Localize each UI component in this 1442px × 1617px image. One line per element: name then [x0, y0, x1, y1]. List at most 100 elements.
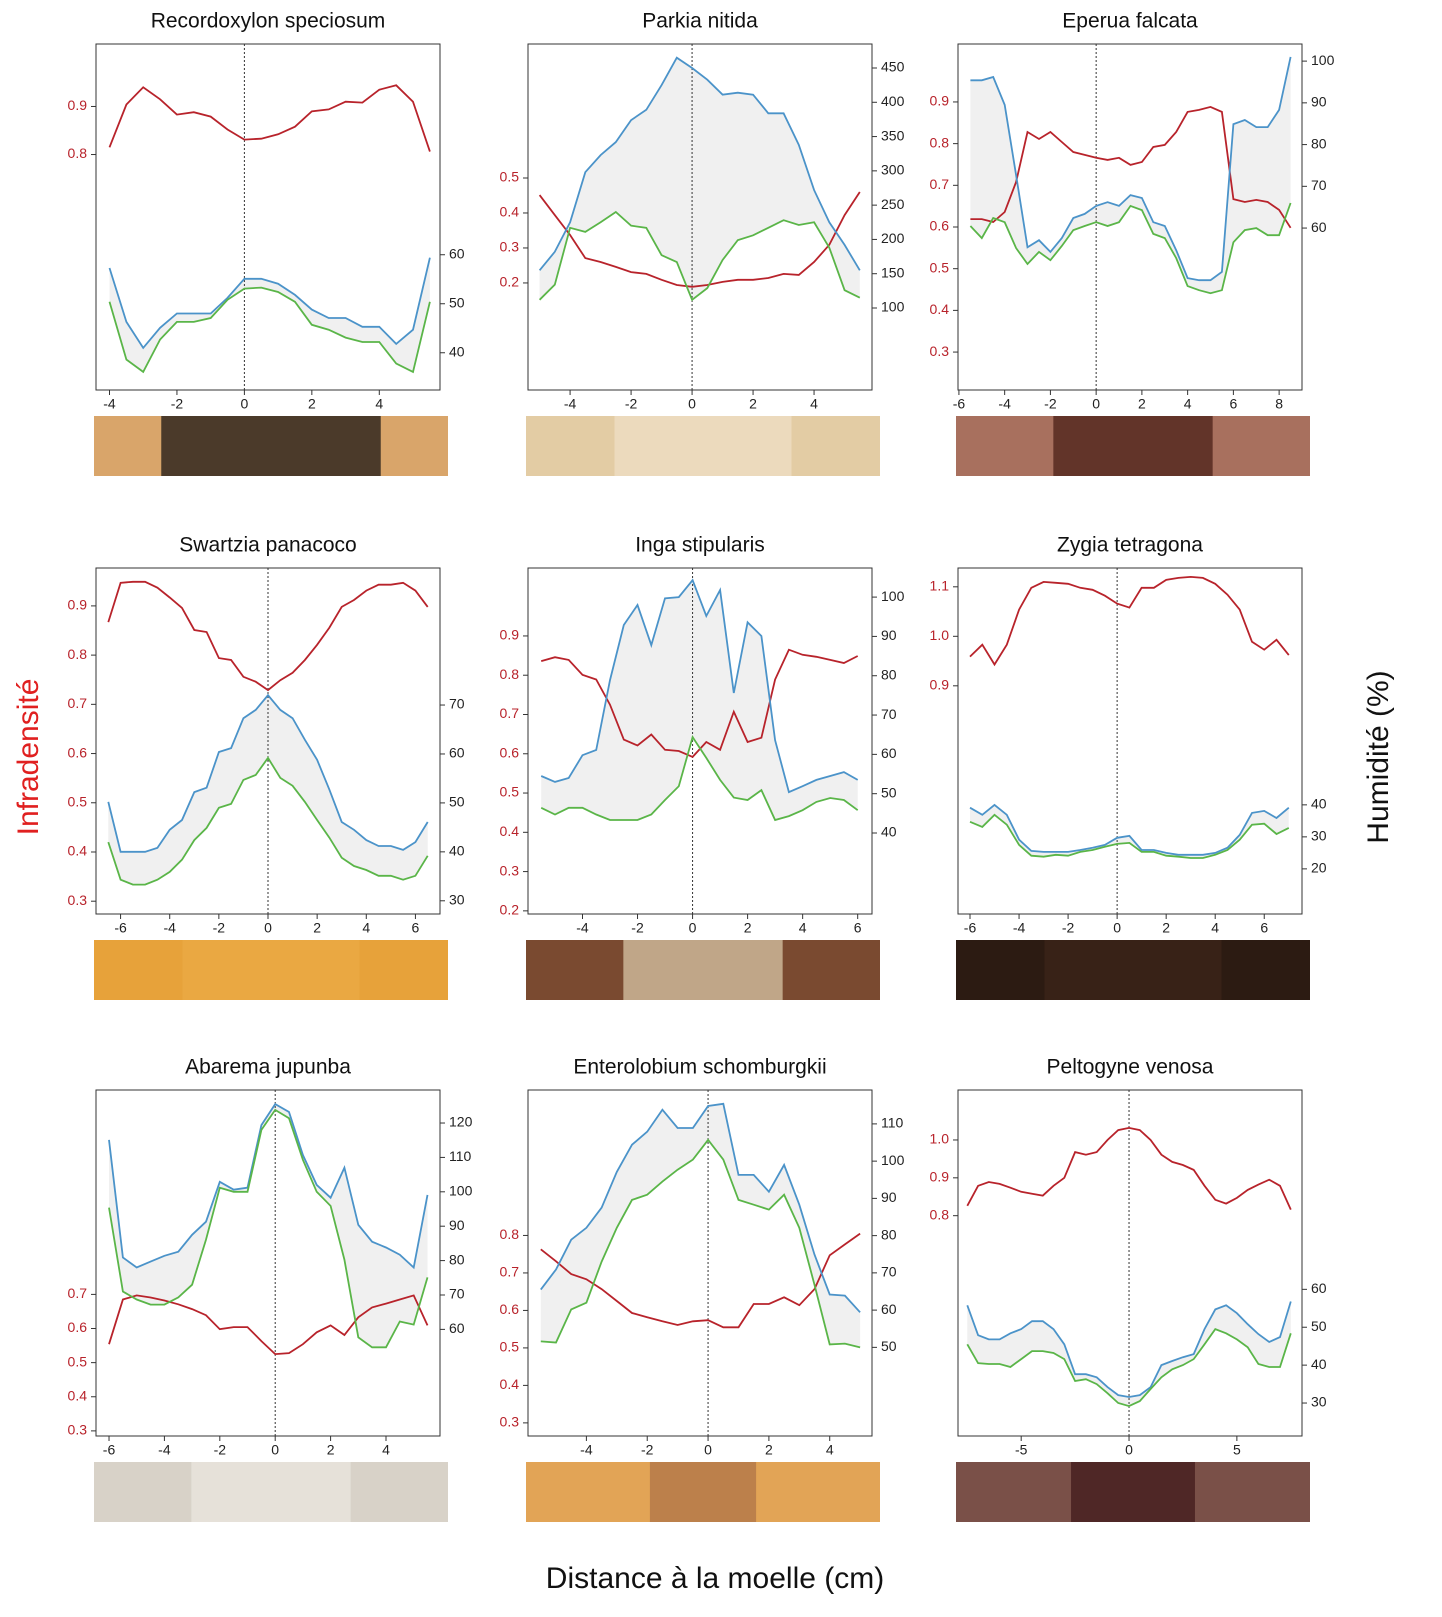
panel: Recordoxylon speciosum -4 -2 0 2 4 0.8 0.9 40 50 6… — [68, 10, 465, 476]
fill-between — [109, 1104, 428, 1348]
x-tick-label: 4 — [362, 920, 370, 936]
x-tick-label: -4 — [580, 1442, 593, 1458]
data-line — [970, 105, 1292, 229]
x-tick-label: -2 — [1062, 920, 1075, 936]
panel: Zygia tetragona -6 -4 -2 0 2 4 6 0.9 1.0 1.1 20 30 40 — [930, 534, 1327, 1000]
y2-tick-label: 20 — [1311, 860, 1327, 876]
y2-tick-label: 300 — [881, 162, 905, 178]
panel-title: Parkia nitida — [642, 10, 758, 33]
x-tick-label: -4 — [998, 396, 1011, 412]
y2-tick-label: 80 — [881, 666, 897, 682]
y2-tick-label: 50 — [881, 1338, 897, 1354]
y-tick-label: 0.3 — [68, 1422, 88, 1438]
y2-tick-label: 50 — [1311, 1318, 1327, 1334]
y-tick-label: 0.8 — [500, 666, 520, 682]
wood-heart — [623, 940, 783, 1000]
data-line — [107, 693, 429, 853]
x-tick-label: 0 — [271, 1442, 279, 1458]
y-tick-label: 0.8 — [68, 145, 88, 161]
y2-tick-label: 60 — [881, 745, 897, 761]
y2-tick-label: 90 — [881, 627, 897, 643]
data-line — [540, 578, 859, 794]
data-line — [969, 202, 1292, 295]
y2-tick-label: 110 — [881, 1115, 904, 1131]
plot-frame — [957, 1089, 1303, 1437]
y2-tick-label: 40 — [881, 824, 897, 840]
panel: Inga stipularis -4 -2 0 2 4 6 0.2 0.3 0.4 0.5 0.6 0.… — [500, 534, 905, 1000]
data-line — [969, 575, 1290, 667]
panel: Peltogyne venosa -5 0 5 0.8 0.9 1.0 30 40 50 60 — [930, 1056, 1327, 1522]
y-tick-label: 1.0 — [930, 627, 950, 643]
x-tick-label: -5 — [1015, 1442, 1028, 1458]
y2-tick-label: 100 — [449, 1183, 473, 1199]
data-line — [108, 1102, 429, 1270]
y2-tick-label: 80 — [1311, 135, 1327, 151]
x-tick-label: -2 — [625, 396, 638, 412]
panel: Eperua falcata -6 -4 -2 0 2 4 6 8 0.3 0.4 0.5 0.6 0.7… — [930, 10, 1335, 476]
plot-frame — [957, 43, 1303, 391]
y-tick-label: 0.7 — [68, 695, 88, 711]
fill-between — [539, 57, 860, 300]
x-axis-label: Distance à la moelle (cm) — [546, 1562, 884, 1595]
y-tick-label: 0.4 — [930, 301, 950, 317]
wood-heart — [161, 416, 381, 476]
data-line — [966, 1126, 1292, 1210]
y2-tick-label: 200 — [881, 230, 905, 246]
plot-frame — [527, 567, 873, 915]
y2-tick-label: 80 — [449, 1251, 465, 1267]
y2-tick-label: 100 — [881, 1152, 905, 1168]
y2-tick-label: 250 — [881, 196, 905, 212]
panel-title: Swartzia panacoco — [179, 534, 356, 557]
x-tick-label: 6 — [412, 920, 420, 936]
panel-title: Eperua falcata — [1062, 10, 1198, 33]
panel: Enterolobium schomburgkii -4 -2 0 2 4 0.3 0.4 0.… — [500, 1056, 905, 1522]
data-line — [540, 648, 859, 758]
y2-tick-label: 30 — [1311, 828, 1327, 844]
y-tick-label: 0.7 — [68, 1285, 88, 1301]
y2-tick-label: 40 — [1311, 796, 1327, 812]
x-tick-label: 2 — [1138, 396, 1146, 412]
panel-title: Inga stipularis — [635, 534, 765, 557]
y-tick-label: 0.5 — [500, 169, 520, 185]
x-tick-label: -2 — [1044, 396, 1057, 412]
y-tick-label: 0.9 — [930, 93, 950, 109]
data-line — [540, 1138, 861, 1349]
y2-tick-label: 450 — [881, 59, 905, 75]
y2-tick-label: 100 — [881, 299, 905, 315]
y2-tick-label: 350 — [881, 127, 905, 143]
y-tick-label: 0.4 — [500, 823, 520, 839]
x-tick-label: -4 — [163, 920, 176, 936]
y-tick-label: 0.9 — [68, 97, 88, 113]
panel-title: Enterolobium schomburgkii — [573, 1056, 826, 1079]
y-tick-label: 0.4 — [68, 1387, 88, 1403]
y2-tick-label: 70 — [449, 1286, 465, 1302]
wood-heart — [1053, 416, 1213, 476]
y2-tick-label: 60 — [449, 245, 465, 261]
x-tick-label: 4 — [799, 920, 807, 936]
x-tick-label: 2 — [765, 1442, 773, 1458]
x-tick-label: 6 — [1260, 920, 1268, 936]
y-tick-label: 0.2 — [500, 902, 520, 918]
x-tick-label: 0 — [689, 920, 697, 936]
y-tick-label: 0.6 — [500, 1301, 520, 1317]
y2-tick-label: 40 — [449, 843, 465, 859]
x-tick-label: 0 — [240, 396, 248, 412]
data-line — [540, 1102, 861, 1313]
y2-axis-label: Humidité (%) — [1362, 670, 1395, 843]
y-tick-label: 1.0 — [930, 1131, 950, 1147]
panel-title: Peltogyne venosa — [1047, 1056, 1214, 1079]
plot-frame — [527, 1089, 873, 1437]
y-tick-label: 0.8 — [930, 1206, 950, 1222]
y-tick-label: 0.4 — [500, 204, 520, 220]
y-tick-label: 0.3 — [500, 239, 520, 255]
y-tick-label: 0.5 — [500, 784, 520, 800]
x-tick-label: 2 — [744, 920, 752, 936]
data-line — [966, 1301, 1292, 1398]
plot-frame — [95, 1089, 441, 1437]
y2-tick-label: 90 — [449, 1217, 465, 1233]
x-tick-label: 4 — [382, 1442, 390, 1458]
panel: Parkia nitida -4 -2 0 2 4 0.2 0.3 0.4 0.5 100 150 20… — [500, 10, 905, 476]
y2-tick-label: 80 — [881, 1226, 897, 1242]
y-tick-label: 1.1 — [930, 578, 950, 594]
y2-tick-label: 30 — [1311, 1394, 1327, 1410]
